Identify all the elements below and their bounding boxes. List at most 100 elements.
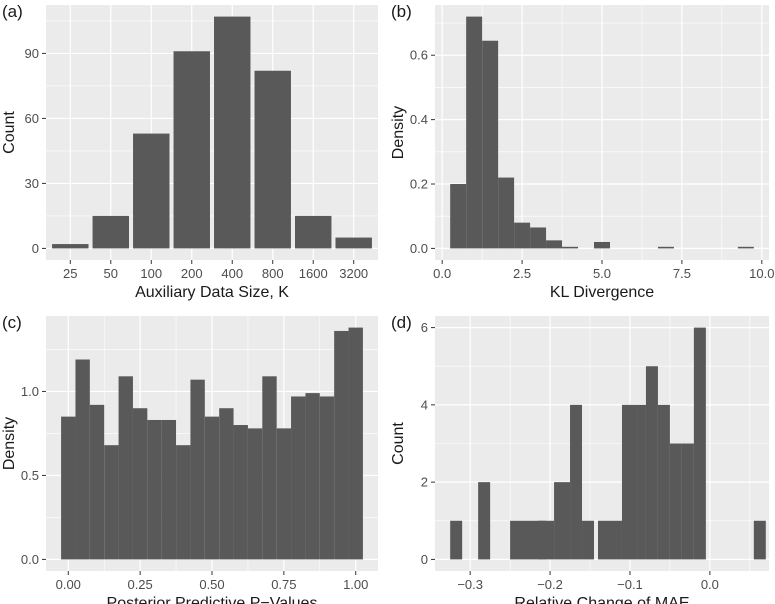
panel-d-ytick-label: 4 bbox=[421, 397, 428, 412]
panel-d-bar bbox=[693, 327, 706, 560]
panel-a-xtick-label: 50 bbox=[104, 266, 118, 281]
panel-c-bar bbox=[190, 379, 205, 560]
panel-a-bar bbox=[133, 133, 170, 249]
panel-b-bar bbox=[498, 177, 515, 249]
panel-c-xtick-label: 0.50 bbox=[199, 577, 224, 592]
panel-d-xtick-label: −0.2 bbox=[537, 577, 563, 592]
panel-a-bar bbox=[52, 244, 89, 249]
panel-b-bar bbox=[657, 246, 674, 249]
panel-c-bar bbox=[61, 416, 76, 560]
panel-b-bar bbox=[450, 184, 467, 249]
panel-b-bar bbox=[514, 222, 531, 249]
panel-d-ytick-label: 0 bbox=[421, 552, 428, 567]
panel-d-bar bbox=[669, 443, 682, 560]
panel-d-xtick-label: 0.0 bbox=[701, 577, 719, 592]
panel-c-bar bbox=[233, 425, 248, 560]
panel-b-bar bbox=[562, 246, 579, 249]
panel-a-ytick-label: 60 bbox=[25, 111, 39, 126]
panel-d-ylabel: Count bbox=[390, 422, 407, 465]
panel-b-bar bbox=[546, 240, 563, 249]
panel-d-bar bbox=[582, 520, 595, 560]
panel-d-bar bbox=[621, 404, 638, 560]
panel-c: (c) 0.0 0.5 1.0 0.00 0.25 0.50 0.75 1.00 Posteri… bbox=[1, 313, 378, 604]
panel-c-bar bbox=[104, 445, 119, 560]
panel-d-xtick-label: −0.3 bbox=[457, 577, 483, 592]
panel-c-bar bbox=[247, 428, 263, 560]
panel-c-label: (c) bbox=[2, 313, 22, 332]
panel-d-bar bbox=[753, 520, 766, 560]
panel-a-ytick-label: 90 bbox=[25, 46, 39, 61]
panel-b-bar bbox=[466, 16, 483, 249]
panel-d-bar bbox=[681, 443, 694, 560]
panel-d-bar bbox=[538, 520, 555, 560]
panel-b-bar bbox=[737, 246, 754, 249]
panel-c-bar bbox=[276, 428, 292, 560]
panel-c-xtick-label: 0.75 bbox=[271, 577, 296, 592]
panel-c-bar bbox=[161, 419, 177, 560]
panel-a-xtick-label: 800 bbox=[262, 266, 284, 281]
panel-c-bar bbox=[204, 416, 220, 560]
panel-d-bar bbox=[450, 520, 463, 560]
panel-c-bar bbox=[334, 330, 349, 560]
panel-a-xtick-label: 200 bbox=[181, 266, 203, 281]
panel-a-ytick-label: 0 bbox=[32, 241, 39, 256]
panel-c-bar bbox=[132, 408, 148, 560]
panel-a-bar bbox=[92, 215, 129, 249]
panel-a-bar bbox=[214, 16, 251, 249]
panel-a-bar bbox=[173, 51, 210, 249]
panel-c-xtick-label: 0.25 bbox=[127, 577, 152, 592]
panel-d-ytick-label: 6 bbox=[421, 320, 428, 335]
panel-c-ylabel: Density bbox=[1, 417, 18, 470]
panel-b-xtick-label: 7.5 bbox=[673, 266, 691, 281]
panel-a-xtick-label: 400 bbox=[221, 266, 243, 281]
panel-a-xlabel: Auxiliary Data Size, K bbox=[135, 284, 289, 301]
panel-c-bar bbox=[291, 396, 306, 560]
panel-d-xtick-label: −0.1 bbox=[617, 577, 643, 592]
panel-b-bar bbox=[594, 241, 610, 249]
panel-a-bar bbox=[295, 215, 332, 249]
panel-a-xtick-label: 100 bbox=[140, 266, 162, 281]
panel-c-ytick-label: 0.5 bbox=[21, 468, 39, 483]
panel-c-bar bbox=[348, 327, 363, 560]
panel-d-bar bbox=[478, 482, 491, 560]
panel-a-bar bbox=[335, 237, 372, 249]
panel-c-bar bbox=[219, 408, 234, 560]
panel-b-ytick-label: 0.0 bbox=[410, 241, 428, 256]
panel-c-bar bbox=[305, 393, 320, 560]
panel-c-xlabel: Posterior Predictive P−Values bbox=[107, 595, 318, 604]
panel-c-bar bbox=[89, 404, 105, 560]
panel-b-xtick-label: 5.0 bbox=[593, 266, 611, 281]
panel-b-xtick-label: 2.5 bbox=[513, 266, 531, 281]
panel-d-bar bbox=[645, 366, 658, 560]
panel-b-ytick-label: 0.6 bbox=[410, 48, 428, 63]
panel-d-bar bbox=[657, 404, 670, 560]
panel-d-bar bbox=[637, 404, 646, 560]
panel-b: (b) 0.0 0.2 0.4 0.6 0.0 2.5 5.0 7.5 10.0 KL Diver… bbox=[390, 2, 774, 301]
panel-c-bar bbox=[262, 376, 277, 560]
panel-d-bar bbox=[598, 520, 622, 560]
panel-d-bar bbox=[554, 482, 571, 560]
panel-c-xtick-label: 1.00 bbox=[343, 577, 368, 592]
panel-c-ytick-label: 0.0 bbox=[21, 552, 39, 567]
panel-b-label: (b) bbox=[391, 2, 412, 21]
panel-d-label: (d) bbox=[391, 313, 412, 332]
panel-b-bar bbox=[530, 227, 547, 249]
panel-a-xtick-label: 25 bbox=[63, 266, 77, 281]
panel-b-xtick-label: 0.0 bbox=[433, 266, 451, 281]
panel-a-ylabel: Count bbox=[1, 111, 18, 154]
panel-b-ytick-label: 0.2 bbox=[410, 177, 428, 192]
panel-c-bar bbox=[176, 445, 191, 560]
panel-d-bar bbox=[570, 404, 583, 560]
panel-a-ytick-label: 30 bbox=[25, 176, 39, 191]
panel-d: (d) 0 2 4 6 −0.3 −0.2 −0.1 0.0 Relative Change o… bbox=[390, 313, 769, 604]
panel-c-bar bbox=[319, 396, 335, 560]
panel-d-ytick-label: 2 bbox=[421, 475, 428, 490]
panel-a-xtick-label: 3200 bbox=[339, 266, 368, 281]
panel-a-xtick-label: 1600 bbox=[299, 266, 328, 281]
panel-c-bar bbox=[147, 419, 162, 560]
panel-b-ytick-label: 0.4 bbox=[410, 112, 428, 127]
panel-c-ytick-label: 1.0 bbox=[21, 384, 39, 399]
panel-c-bar bbox=[118, 376, 133, 560]
panel-b-bar bbox=[482, 40, 499, 249]
